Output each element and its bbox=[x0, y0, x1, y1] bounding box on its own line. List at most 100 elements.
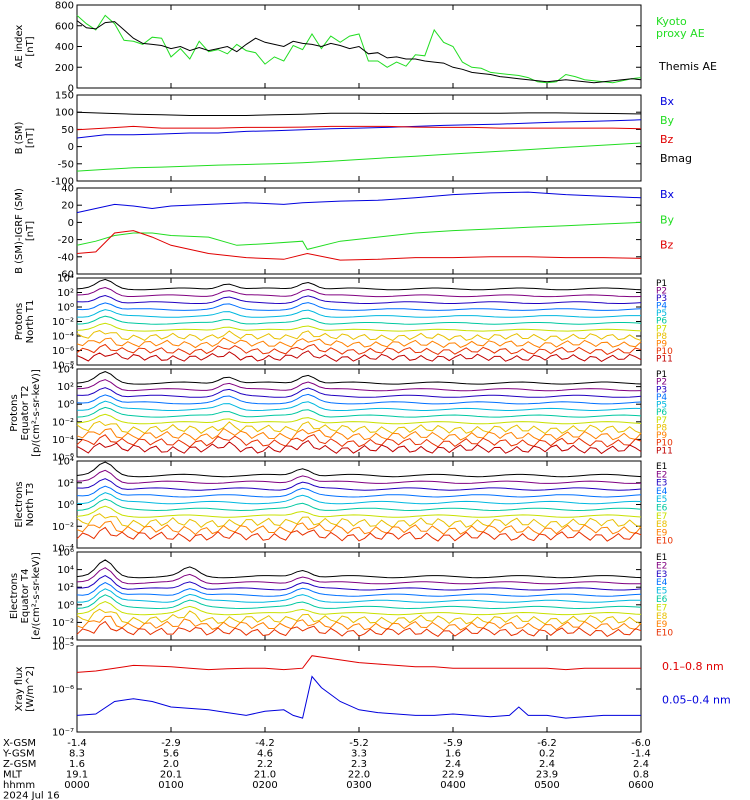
series-by bbox=[76, 221, 642, 250]
orbit-row-label: MLT bbox=[3, 770, 23, 781]
series-channel-10 bbox=[76, 434, 642, 448]
y-axis-label: [nT] bbox=[25, 36, 36, 56]
legend-entry: E7 bbox=[656, 603, 667, 613]
y-axis-label: North T3 bbox=[25, 483, 36, 527]
orbit-value: 1.6 bbox=[69, 759, 85, 770]
orbit-value: 2.0 bbox=[163, 759, 179, 770]
series-channel-10 bbox=[76, 620, 642, 638]
legend-entry: E8 bbox=[656, 612, 668, 622]
legend-entry: P1 bbox=[656, 370, 667, 380]
orbit-value: 20.1 bbox=[160, 770, 182, 781]
orbit-value: 22.0 bbox=[348, 770, 370, 781]
legend-entry: E2 bbox=[656, 561, 667, 571]
y-axis-label: Protons bbox=[14, 303, 25, 340]
y-tick-label: 10⁻² bbox=[52, 618, 74, 629]
orbit-value: 2.4 bbox=[633, 759, 649, 770]
y-tick-label: 20 bbox=[61, 201, 74, 212]
orbit-value: 0100 bbox=[158, 780, 183, 791]
series-0-05-0-4-nm bbox=[76, 675, 641, 719]
y-tick-label: 40 bbox=[61, 184, 74, 195]
y-tick-label: 10⁻⁵ bbox=[52, 642, 74, 653]
y-axis-label: B (SM)-IGRF (SM) bbox=[14, 188, 25, 274]
legend-entry: Bmag bbox=[660, 152, 692, 165]
series-channel-6 bbox=[76, 315, 642, 325]
series-channel-5 bbox=[77, 309, 641, 318]
legend-entry: E5 bbox=[656, 495, 667, 505]
y-tick-label: 150 bbox=[55, 91, 74, 102]
orbit-value: 0200 bbox=[252, 780, 277, 791]
series-channel-2 bbox=[76, 469, 642, 484]
orbit-row-label: Z-GSM bbox=[3, 759, 36, 770]
orbit-value: -6.0 bbox=[631, 738, 651, 749]
series-channel-6 bbox=[76, 498, 642, 512]
y-tick-label: 200 bbox=[55, 63, 74, 74]
legend-entry: By bbox=[660, 213, 675, 226]
orbit-value: 5.6 bbox=[163, 749, 179, 760]
y-tick-label: 10⁻⁶ bbox=[52, 346, 74, 357]
orbit-value: -4.2 bbox=[255, 738, 275, 749]
series-channel-1 bbox=[76, 371, 642, 385]
y-tick-label: -40 bbox=[58, 252, 74, 263]
series-bmag bbox=[76, 111, 642, 116]
y-tick-label: 10⁰ bbox=[57, 303, 74, 314]
y-axis-label: North T1 bbox=[25, 300, 36, 344]
y-axis-label: AE index bbox=[14, 25, 25, 69]
legend-entry: E2 bbox=[656, 470, 667, 480]
series-channel-3 bbox=[76, 387, 642, 398]
y-tick-label: 10⁻⁴ bbox=[52, 544, 74, 555]
legend-entry: Bx bbox=[660, 95, 675, 108]
legend-entry: P11 bbox=[656, 354, 673, 364]
y-tick-label: 10² bbox=[57, 288, 74, 299]
legend-entry: P8 bbox=[656, 423, 667, 433]
series-channel-4 bbox=[76, 582, 642, 597]
legend-entry: P7 bbox=[656, 324, 667, 334]
orbit-value: 19.1 bbox=[66, 770, 88, 781]
y-tick-label: -100 bbox=[51, 177, 74, 188]
series-kyoto-proxy-ae bbox=[76, 14, 642, 84]
legend-entry: P2 bbox=[656, 378, 667, 388]
orbit-value: -6.2 bbox=[537, 738, 557, 749]
legend-entry: E3 bbox=[656, 570, 667, 580]
series-by bbox=[76, 142, 642, 172]
orbit-row-label: Y-GSM bbox=[2, 749, 35, 760]
series-channel-6 bbox=[76, 406, 642, 418]
legend-entry: E4 bbox=[656, 487, 668, 497]
series-0-1-0-8-nm bbox=[76, 655, 641, 673]
series-channel-5 bbox=[77, 400, 642, 412]
legend-entry: E6 bbox=[656, 595, 668, 605]
panel-frame-b_sm bbox=[76, 94, 642, 182]
series-channel-3 bbox=[76, 478, 642, 491]
y-tick-label: 10⁻⁶ bbox=[52, 453, 74, 464]
legend-entry: P1 bbox=[656, 279, 667, 289]
series-channel-3 bbox=[76, 294, 642, 305]
legend-entry: E6 bbox=[656, 504, 668, 514]
series-channel-6 bbox=[76, 594, 642, 610]
orbit-value: 0.8 bbox=[633, 770, 649, 781]
legend-entry: proxy AE bbox=[656, 27, 705, 40]
series-channel-1 bbox=[76, 461, 642, 478]
legend-entry: P5 bbox=[656, 309, 667, 319]
y-axis-label: [nT] bbox=[25, 128, 36, 148]
y-axis-label: Protons bbox=[9, 394, 20, 431]
orbit-value: 22.9 bbox=[442, 770, 464, 781]
orbit-value: 0300 bbox=[346, 780, 371, 791]
y-tick-label: 0 bbox=[68, 142, 74, 153]
legend-entry: Kyoto bbox=[656, 15, 687, 28]
legend-entry: P8 bbox=[656, 332, 667, 342]
y-tick-label: -20 bbox=[58, 235, 74, 246]
panel-frame-protons_n1 bbox=[76, 277, 642, 366]
y-axis-label: Equator T2 bbox=[20, 386, 31, 441]
orbit-value: 0.2 bbox=[539, 749, 555, 760]
y-tick-label: 10⁻² bbox=[52, 317, 74, 328]
legend-entry: P2 bbox=[656, 287, 667, 297]
y-tick-label: -50 bbox=[58, 159, 74, 170]
legend-entry: P9 bbox=[656, 339, 667, 349]
y-tick-label: 600 bbox=[55, 21, 74, 32]
legend-entry: P5 bbox=[656, 401, 667, 411]
y-tick-label: 10⁻² bbox=[52, 522, 74, 533]
series-channel-7 bbox=[76, 505, 642, 518]
legend-entry: E1 bbox=[656, 553, 667, 563]
series-channel-8 bbox=[76, 420, 642, 435]
y-tick-label: 10² bbox=[57, 583, 74, 594]
